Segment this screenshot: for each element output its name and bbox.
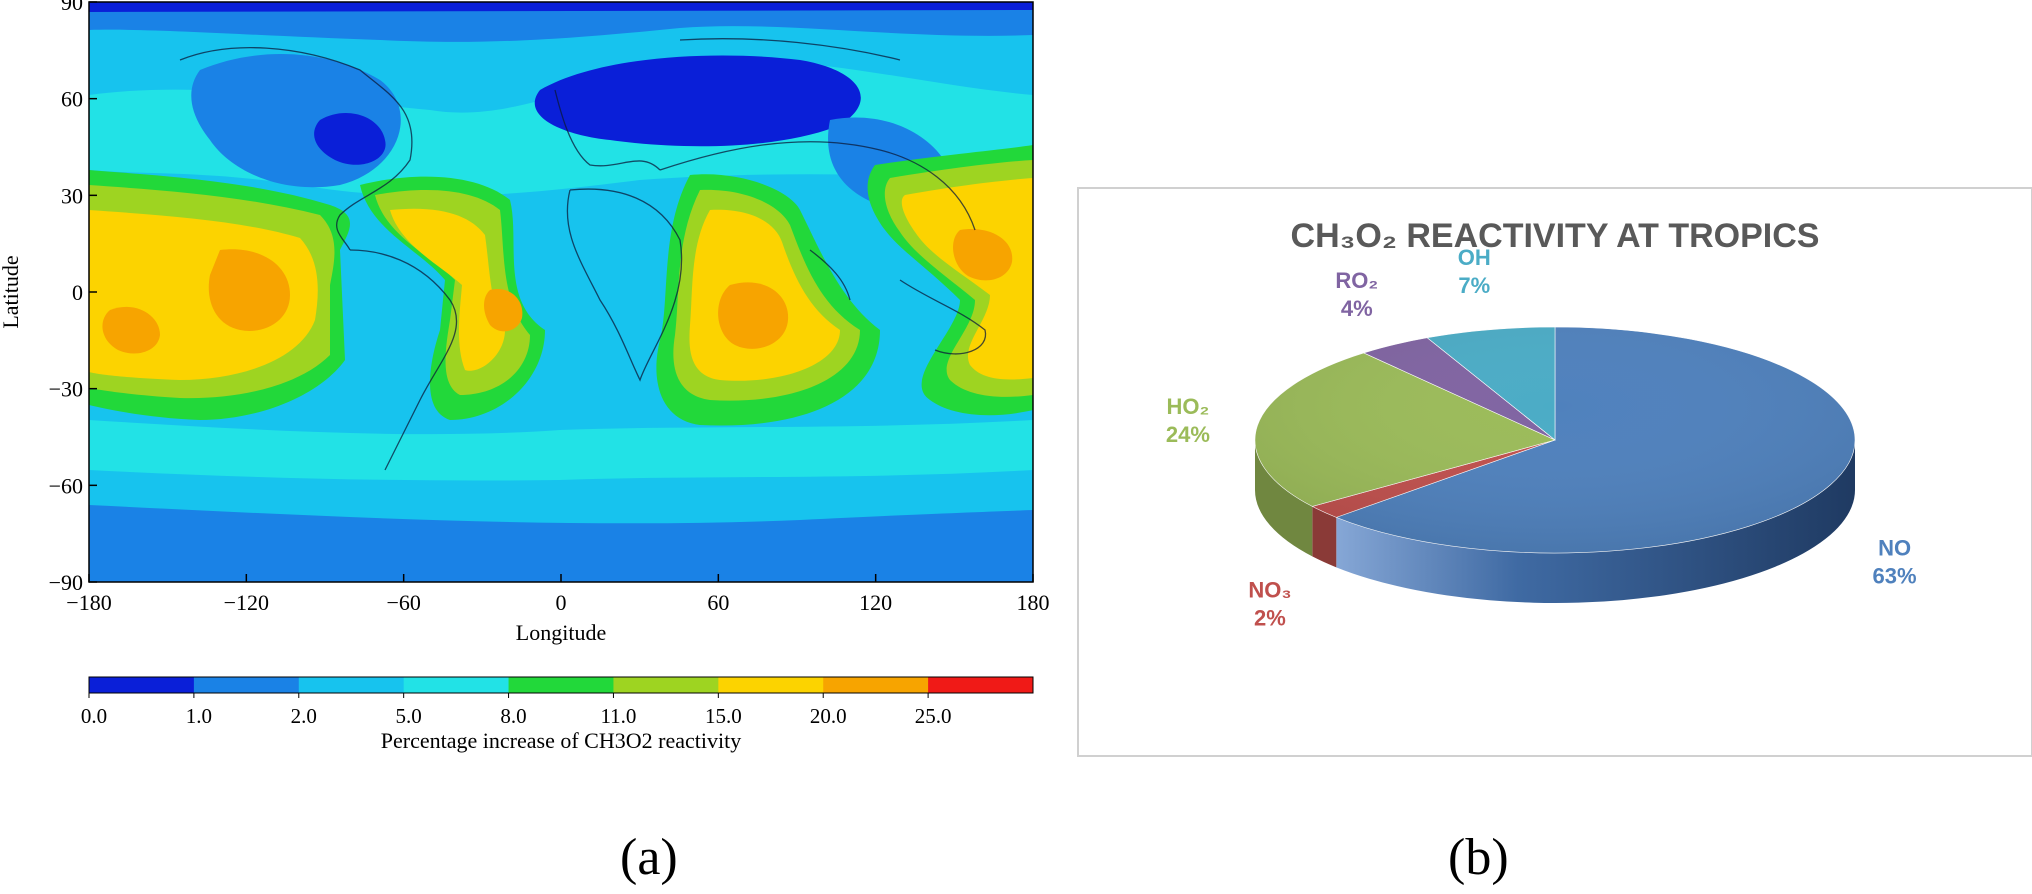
pie-side-no [1312, 506, 1337, 568]
colorbar-tick-label: 25.0 [915, 704, 952, 728]
colorbar-swatch [928, 677, 1034, 693]
colorbar-frame [88, 676, 1034, 694]
pie-title: CH₃O₂ REACTIVITY AT TROPICS [1291, 217, 1820, 255]
x-axis: −180 −120 −60 0 60 120 180 [66, 574, 1050, 615]
contour-indian-orange [718, 282, 789, 349]
colorbar-swatch [193, 677, 300, 693]
y-tick-label: 0 [72, 280, 83, 305]
pie-chart [1254, 326, 1856, 603]
contour-westpac-yellow [901, 178, 1033, 380]
y-tick-label: −90 [49, 570, 83, 595]
x-tick-label: 0 [556, 590, 567, 615]
colorbar-tick-label: 15.0 [705, 704, 742, 728]
y-tick-label: −60 [49, 473, 83, 498]
pie-label-value: 7% [1458, 273, 1490, 298]
y-tick-label: −30 [49, 377, 83, 402]
pie-label-name: HO₂ [1167, 394, 1210, 419]
y-tick-label: 90 [61, 0, 83, 15]
colorbar: 0.0 1.0 2.0 5.0 8.0 11.0 15.0 20.0 25.0 [81, 676, 1034, 728]
colorbar-label: Percentage increase of CH3O2 reactivity [381, 728, 741, 753]
colorbar-swatch [823, 677, 929, 693]
x-tick-label: 180 [1017, 590, 1050, 615]
colorbar-swatch [718, 677, 824, 693]
contour-westpac-orange [953, 229, 1013, 281]
x-tick-label: 60 [707, 590, 729, 615]
contour-sh-band [89, 420, 1033, 481]
x-tick-label: −120 [224, 590, 269, 615]
pie-label-name: NO [1878, 536, 1911, 561]
panel-label-a: (a) [620, 829, 678, 886]
pie-panel: CH₃O₂ REACTIVITY AT TROPICS NO 63% NO₃ 2% HO… [1077, 187, 2032, 757]
contour-antarctic-top [89, 2, 1033, 12]
y-tick-label: 30 [61, 183, 83, 208]
x-tick-label: −180 [66, 590, 111, 615]
colorbar-tick-label: 8.0 [500, 704, 526, 728]
pie-labels: NO 63% NO₃ 2% HO₂ 24% RO₂ 4% OH 7% [1166, 245, 1917, 630]
contour-atlantic-orange [484, 289, 523, 332]
colorbar-tick-label: 5.0 [396, 704, 422, 728]
map-panel: −180 −120 −60 0 60 120 180 90 60 30 0 −30 −60 −90 Lo… [0, 0, 1050, 753]
contour-siberia-low [534, 55, 861, 147]
y-axis-label: Latitude [0, 255, 23, 328]
x-axis-label: Longitude [516, 620, 606, 645]
pie-side-ho [1255, 440, 1313, 557]
pie-label-name: NO₃ [1248, 578, 1291, 603]
x-tick-label: 120 [859, 590, 892, 615]
colorbar-tick-label: 0.0 [81, 704, 107, 728]
colorbar-swatch [613, 677, 719, 693]
pie-top-shading [1255, 327, 1855, 553]
contour-pacific-orange [208, 249, 290, 331]
pie-label-value: 4% [1341, 296, 1373, 321]
contour-great-lakes-low [314, 112, 386, 165]
pie-label-name: OH [1458, 245, 1491, 270]
colorbar-tick-label: 11.0 [600, 704, 636, 728]
pie-label-value: 24% [1166, 422, 1210, 447]
x-tick-label: −60 [386, 590, 420, 615]
colorbar-swatch [403, 677, 510, 693]
y-tick-label: 60 [61, 87, 83, 112]
colorbar-swatch [508, 677, 614, 693]
panel-label-b: (b) [1448, 829, 1509, 886]
contour-atlantic-yellow [390, 208, 505, 371]
contour-southern-ocean [89, 505, 1033, 582]
pie-label-value: 2% [1254, 606, 1286, 631]
coastlines [179, 38, 987, 471]
contour-field [89, 2, 1033, 582]
colorbar-tick-label: 2.0 [291, 704, 317, 728]
pie-side-no [1336, 440, 1855, 603]
contour-arctic [89, 2, 1033, 42]
colorbar-swatch [298, 677, 405, 693]
colorbar-swatch [89, 677, 195, 693]
pie-label-name: RO₂ [1335, 268, 1378, 293]
pie-label-value: 63% [1873, 564, 1917, 589]
colorbar-tick-label: 1.0 [186, 704, 212, 728]
colorbar-tick-label: 20.0 [810, 704, 847, 728]
contour-pacific-orange-2 [102, 306, 160, 354]
y-axis: 90 60 30 0 −30 −60 −90 [49, 0, 97, 595]
